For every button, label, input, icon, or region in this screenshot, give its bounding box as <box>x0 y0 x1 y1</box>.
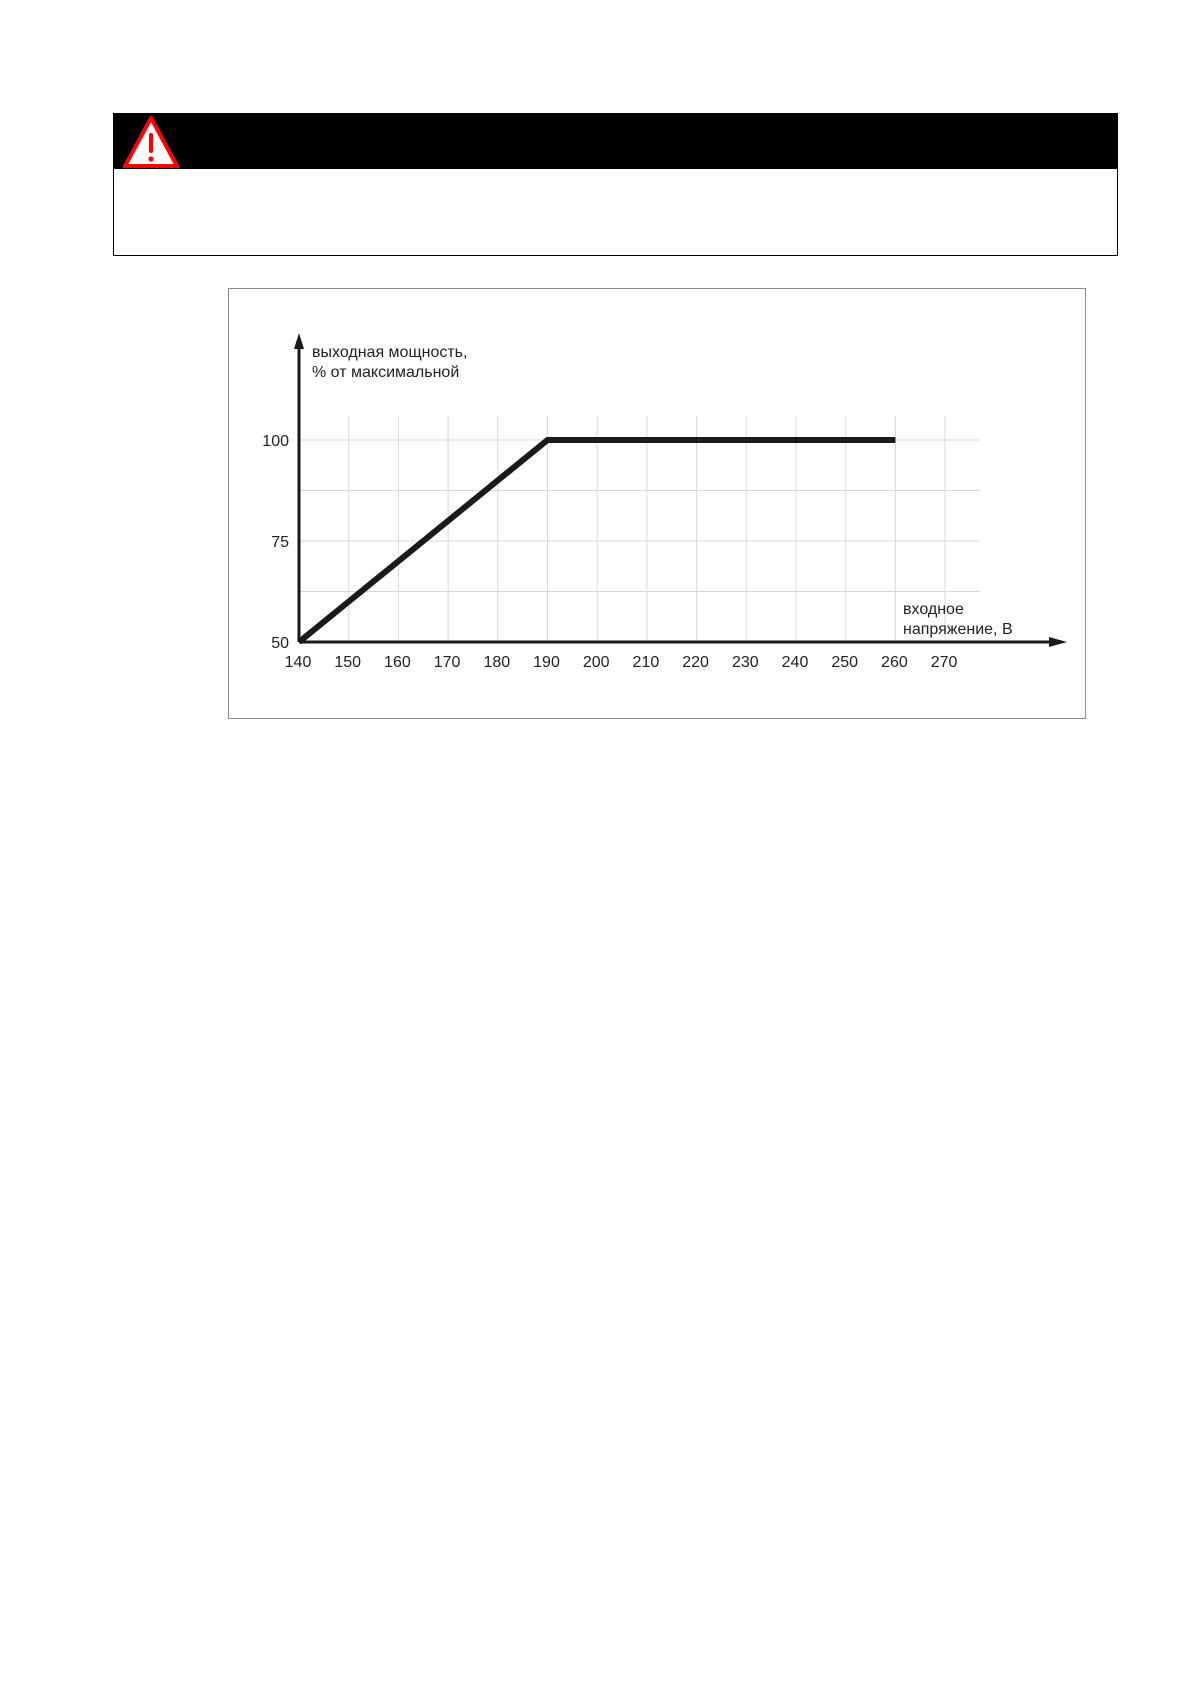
y-tick-label: 75 <box>271 534 289 551</box>
x-tick-label: 250 <box>831 654 858 671</box>
x-tick-labels: 140 150 160 170 180 190 200 210 220 230 240 250 260 2… <box>285 654 958 671</box>
x-tick-label: 210 <box>633 654 660 671</box>
series-line <box>297 437 896 645</box>
x-tick-label: 220 <box>682 654 709 671</box>
x-tick-label: 200 <box>583 654 610 671</box>
chart-frame: 140 150 160 170 180 190 200 210 220 230 240 250 260 2… <box>228 288 1086 719</box>
x-tick-label: 150 <box>334 654 361 671</box>
x-tick-label: 260 <box>881 654 908 671</box>
x-tick-label: 180 <box>483 654 510 671</box>
grid <box>299 415 980 642</box>
series <box>297 437 896 645</box>
x-tick-label: 190 <box>533 654 560 671</box>
warning-box <box>113 113 1118 256</box>
warning-triangle-icon <box>123 116 179 168</box>
x-tick-label: 160 <box>384 654 411 671</box>
x-tick-label: 240 <box>782 654 809 671</box>
x-tick-label: 170 <box>434 654 461 671</box>
x-tick-label: 230 <box>732 654 759 671</box>
y-axis-title-line-2: % от максимальной <box>312 364 459 381</box>
x-tick-label: 270 <box>931 654 958 671</box>
warning-body <box>114 169 1117 255</box>
x-axis-title-line-1: входное <box>903 601 964 618</box>
y-tick-labels: 50 75 100 <box>262 433 289 652</box>
power-voltage-chart: 140 150 160 170 180 190 200 210 220 230 240 250 260 2… <box>262 333 1067 671</box>
y-axis-title-line-1: выходная мощность, <box>312 344 467 361</box>
y-tick-label: 50 <box>271 635 289 652</box>
axes <box>294 333 1067 647</box>
x-axis-arrow-icon <box>1049 637 1067 647</box>
y-tick-label: 100 <box>262 433 289 450</box>
x-axis-title-line-2: напряжение, В <box>903 621 1013 638</box>
x-tick-label: 140 <box>285 654 312 671</box>
warning-header <box>114 114 1117 169</box>
y-axis-arrow-icon <box>294 333 304 349</box>
